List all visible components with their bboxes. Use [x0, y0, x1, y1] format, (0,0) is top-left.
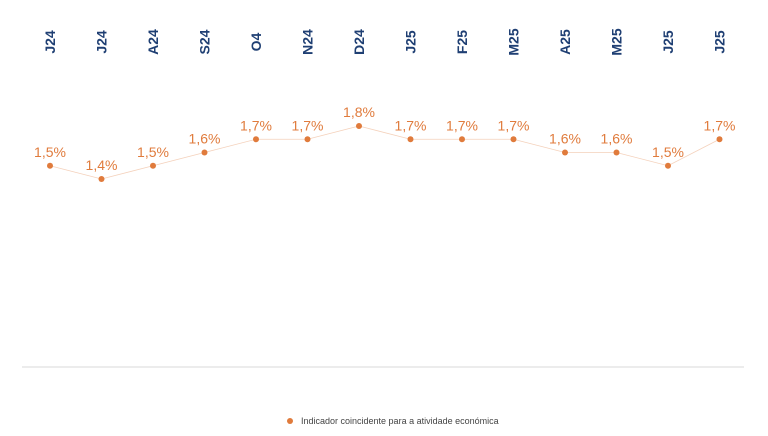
category-label: J24 [94, 30, 110, 54]
data-label: 1,4% [86, 157, 118, 173]
data-label: 1,7% [704, 117, 736, 133]
data-point [47, 162, 53, 169]
data-label: 1,6% [601, 131, 633, 147]
data-point [304, 136, 311, 143]
category-label: O4 [248, 32, 264, 51]
data-label: 1,7% [395, 117, 427, 133]
data-point [562, 149, 568, 156]
data-point [716, 136, 723, 143]
category-label: N24 [300, 29, 316, 55]
series-line [49, 125, 720, 180]
category-label: D24 [351, 29, 367, 55]
data-label: 1,6% [549, 131, 581, 147]
data-point [356, 123, 362, 129]
data-point [665, 162, 671, 169]
data-point [98, 176, 105, 182]
data-label: 1,7% [446, 117, 478, 133]
data-point [150, 162, 156, 169]
data-label: 1,5% [137, 144, 169, 160]
category-label: M25 [609, 28, 625, 55]
category-label: F25 [454, 30, 470, 54]
category-label: J24 [42, 30, 58, 54]
data-point [407, 136, 414, 143]
data-point [459, 136, 465, 143]
data-label: 1,7% [292, 117, 324, 133]
data-label: 1,5% [34, 144, 66, 160]
data-label: 1,7% [498, 117, 530, 133]
category-labels: J24 J24 A24 S24 O4 N24 D24 J25 F25 M25 A25 M25 J25 J2… [42, 28, 728, 55]
data-label: 1,5% [652, 144, 684, 160]
category-label: A25 [557, 29, 573, 55]
data-point [201, 149, 208, 156]
category-label: J25 [660, 30, 676, 54]
category-label: J25 [403, 30, 419, 54]
legend-marker [287, 418, 293, 424]
data-points [47, 123, 723, 182]
data-point [613, 149, 620, 156]
data-label: 1,8% [343, 104, 375, 120]
data-labels: 1,5% 1,4% 1,5% 1,6% 1,7% 1,7% 1,8% 1,7% 1,7% 1,7%… [34, 104, 735, 173]
category-label: S24 [197, 29, 213, 54]
category-label: J25 [712, 30, 728, 54]
data-label: 1,7% [240, 117, 272, 133]
series-line-group [49, 125, 720, 180]
legend: Indicador coincidente para a atividade e… [287, 416, 499, 426]
data-label: 1,6% [189, 131, 221, 147]
data-point [253, 136, 259, 143]
legend-label: Indicador coincidente para a atividade e… [301, 416, 499, 426]
category-label: A24 [145, 29, 161, 55]
data-point [510, 136, 517, 143]
category-label: M25 [506, 28, 522, 55]
